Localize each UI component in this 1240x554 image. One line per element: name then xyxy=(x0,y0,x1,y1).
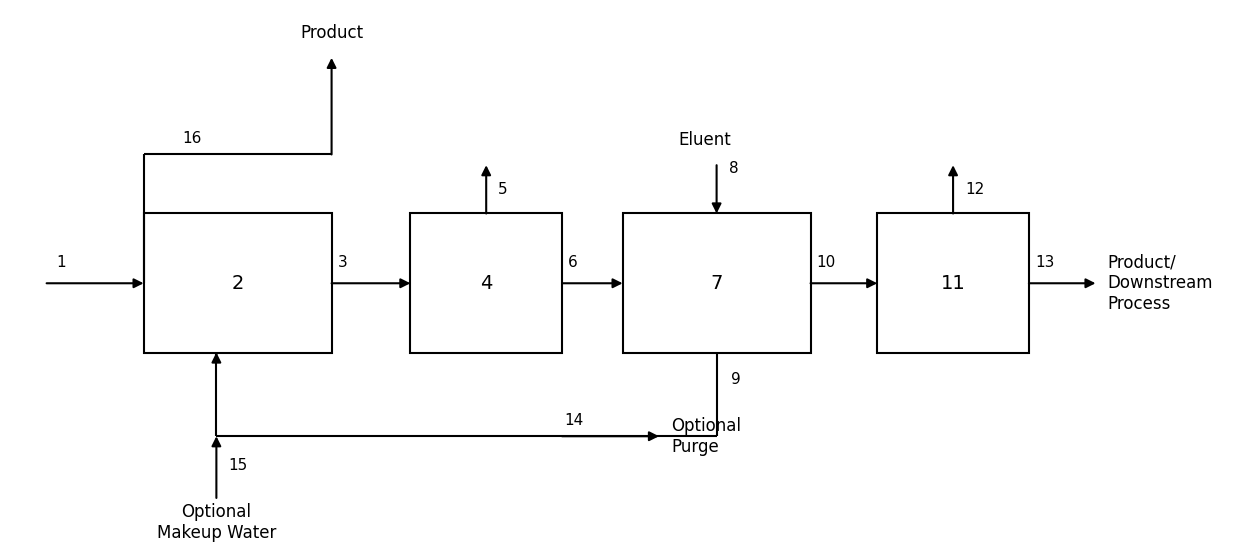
Text: 12: 12 xyxy=(965,182,985,197)
Text: 5: 5 xyxy=(498,182,508,197)
Text: Optional
Makeup Water: Optional Makeup Water xyxy=(156,504,277,542)
Text: 3: 3 xyxy=(337,255,347,270)
Bar xyxy=(622,213,811,353)
Text: Optional
Purge: Optional Purge xyxy=(671,417,742,455)
Text: 11: 11 xyxy=(941,274,966,293)
Text: Product: Product xyxy=(300,24,363,42)
Text: Product/
Downstream
Process: Product/ Downstream Process xyxy=(1107,254,1213,313)
Text: Eluent: Eluent xyxy=(678,131,730,149)
Text: 15: 15 xyxy=(228,458,248,473)
Bar xyxy=(877,213,1029,353)
Text: 6: 6 xyxy=(568,255,578,270)
Text: 16: 16 xyxy=(182,131,202,146)
Text: 9: 9 xyxy=(732,372,742,387)
Bar xyxy=(144,213,331,353)
Bar xyxy=(410,213,562,353)
Text: 2: 2 xyxy=(232,274,244,293)
Text: 8: 8 xyxy=(729,161,738,176)
Text: 4: 4 xyxy=(480,274,492,293)
Text: 1: 1 xyxy=(56,255,66,270)
Text: 14: 14 xyxy=(564,413,584,428)
Text: 7: 7 xyxy=(711,274,723,293)
Text: 10: 10 xyxy=(817,255,836,270)
Text: 13: 13 xyxy=(1035,255,1054,270)
